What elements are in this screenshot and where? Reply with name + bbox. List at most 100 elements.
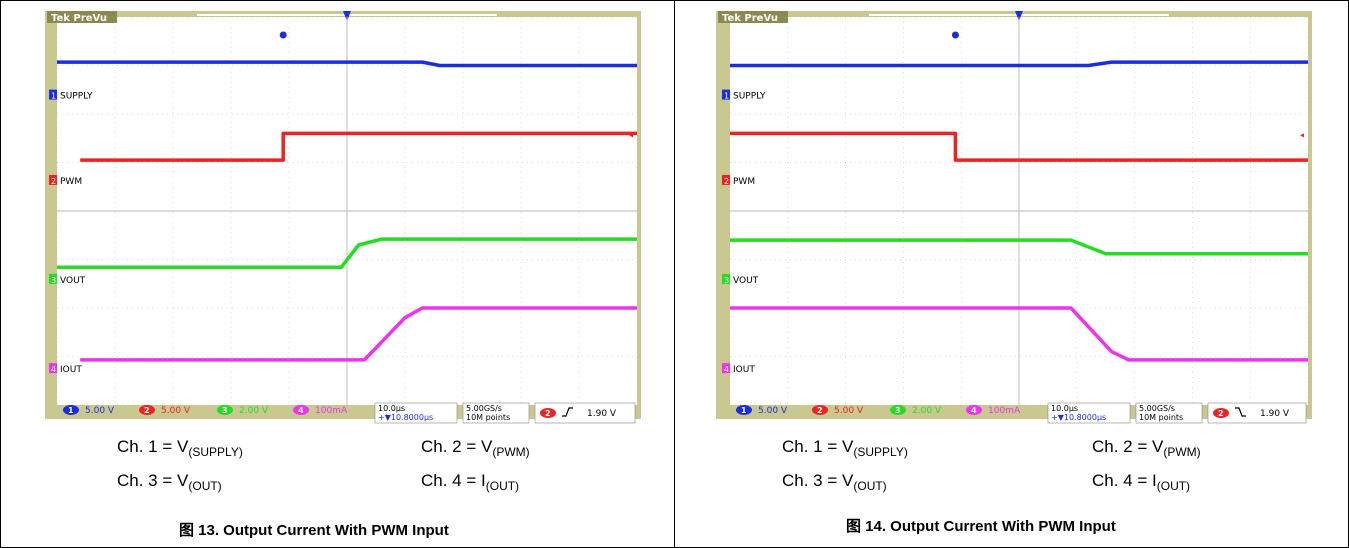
channel-3-readout-icon xyxy=(217,405,233,415)
channel-number: 2 xyxy=(817,406,823,415)
channel-marker-3-icon xyxy=(722,273,730,284)
trigger-source-icon xyxy=(540,408,556,418)
channel-marker-1-icon xyxy=(49,89,57,100)
channel-4-readout-icon xyxy=(293,405,309,415)
figure-title: 图 14. Output Current With PWM Input xyxy=(846,518,1116,535)
channel-marker-1-icon xyxy=(722,89,730,100)
channel-marker-number: 4 xyxy=(51,365,56,374)
trace-pwm xyxy=(80,131,637,162)
delay-marker-icon xyxy=(279,31,287,39)
record-length-readout: 10M points xyxy=(1139,413,1183,422)
channel-marker-2-icon xyxy=(49,174,57,185)
delay-marker-icon xyxy=(951,31,959,39)
channel-label-iout: IOUT xyxy=(60,365,82,375)
channel-4-scale: 100mA xyxy=(315,406,348,416)
caption-ch2: Ch. 2 = V(PWM) xyxy=(1092,437,1201,459)
timebase-readout: 10.0µs xyxy=(1051,404,1078,413)
trigger-slope-icon xyxy=(1235,407,1246,417)
scope-header-label: Tek PreVu xyxy=(722,13,778,24)
caption-ch3: Ch. 3 = V(OUT) xyxy=(782,471,887,493)
horizontal-offset-readout: +▼10.8000µs xyxy=(1051,413,1106,422)
trigger-source-number: 2 xyxy=(545,409,551,418)
channel-number: 2 xyxy=(144,406,150,415)
timebase-readout: 10.0µs xyxy=(378,404,405,413)
caption-ch4: Ch. 4 = I(OUT) xyxy=(1092,471,1191,493)
channel-number: 3 xyxy=(895,406,901,415)
caption-ch3: Ch. 3 = V(OUT) xyxy=(117,471,222,493)
trace-iout xyxy=(730,306,1308,362)
channel-1-readout-icon xyxy=(63,405,79,415)
channel-marker-number: 3 xyxy=(51,276,56,285)
channel-2-readout-icon xyxy=(812,405,828,415)
channel-4-scale: 100mA xyxy=(988,406,1021,416)
trigger-source-number: 2 xyxy=(1218,409,1224,418)
sample-rate-readout: 5.00GS/s xyxy=(1139,404,1175,413)
channel-label-pwm: PWM xyxy=(60,177,82,187)
channel-2-readout-icon xyxy=(139,405,155,415)
channel-marker-4-icon xyxy=(722,363,730,374)
horizontal-offset-readout: +▼10.8000µs xyxy=(378,413,433,422)
channel-2-scale: 5.00 V xyxy=(161,406,191,416)
trigger-level-icon: ◂ xyxy=(1300,130,1304,139)
trace-pwm xyxy=(730,131,1308,162)
channel-label-vout: VOUT xyxy=(60,276,86,286)
channel-number: 1 xyxy=(741,406,747,415)
scope-header-label: Tek PreVu xyxy=(51,13,107,24)
trigger-position-icon xyxy=(1015,11,1023,21)
oscilloscope-plot-fig14: Tek PreVu 1 SUPPLY 2 PWM 3 VOUT 4 IOUT ◂ 1 5.00 V 2 5… xyxy=(716,11,1312,424)
channel-number: 1 xyxy=(68,406,74,415)
trace-supply xyxy=(57,60,637,68)
trigger-level-readout: 1.90 V xyxy=(587,409,617,419)
scope-header-bg xyxy=(718,11,788,23)
figure-title: 图 13. Output Current With PWM Input xyxy=(179,522,449,539)
caption-ch1: Ch. 1 = V(SUPPLY) xyxy=(117,437,243,459)
trace-vout xyxy=(57,237,637,270)
record-length-readout: 10M points xyxy=(466,413,510,422)
trigger-level-readout: 1.90 V xyxy=(1260,409,1290,419)
trace-supply xyxy=(730,60,1308,68)
trigger-box xyxy=(1207,402,1307,424)
channel-label-iout: IOUT xyxy=(733,365,755,375)
channel-3-readout-icon xyxy=(890,405,906,415)
timebase-box xyxy=(1047,402,1131,424)
channel-3-scale: 2.00 V xyxy=(239,406,269,416)
channel-marker-number: 2 xyxy=(724,177,729,186)
caption-ch4: Ch. 4 = I(OUT) xyxy=(421,471,520,493)
channel-label-supply: SUPPLY xyxy=(733,92,766,102)
channel-1-scale: 5.00 V xyxy=(85,406,115,416)
channel-number: 4 xyxy=(971,406,977,415)
channel-marker-number: 1 xyxy=(51,92,56,101)
channel-1-scale: 5.00 V xyxy=(758,406,788,416)
channel-4-readout-icon xyxy=(966,405,982,415)
oscilloscope-plot-fig13: Tek PreVu 1 SUPPLY 2 PWM 3 VOUT 4 IOUT ◂ 1 5.00 V 2 5… xyxy=(45,11,641,424)
acquisition-box xyxy=(462,402,530,424)
channel-marker-2-icon xyxy=(722,174,730,185)
channel-number: 3 xyxy=(222,406,228,415)
trigger-source-icon xyxy=(1213,408,1229,418)
channel-label-supply: SUPPLY xyxy=(60,92,93,102)
trigger-position-icon xyxy=(343,11,351,21)
channel-marker-number: 4 xyxy=(724,365,729,374)
trace-vout xyxy=(730,238,1308,256)
trigger-box xyxy=(534,402,636,424)
trigger-level-icon: ◂ xyxy=(629,130,633,139)
channel-3-scale: 2.00 V xyxy=(912,406,942,416)
acquisition-box xyxy=(1135,402,1203,424)
channel-marker-number: 1 xyxy=(724,92,729,101)
channel-1-readout-icon xyxy=(736,405,752,415)
channel-marker-number: 3 xyxy=(724,276,729,285)
trace-iout xyxy=(80,306,637,362)
timebase-box xyxy=(374,402,458,424)
channel-marker-number: 2 xyxy=(51,177,56,186)
figure-14-panel: Tek PreVu 1 SUPPLY 2 PWM 3 VOUT 4 IOUT ◂ 1 5.00 V 2 5… xyxy=(674,0,1349,548)
channel-marker-3-icon xyxy=(49,273,57,284)
channel-2-scale: 5.00 V xyxy=(834,406,864,416)
channel-number: 4 xyxy=(298,406,304,415)
caption-ch2: Ch. 2 = V(PWM) xyxy=(421,437,530,459)
figure-13-panel: Tek PreVu 1 SUPPLY 2 PWM 3 VOUT 4 IOUT ◂ 1 5.00 V 2 5… xyxy=(0,0,675,548)
trigger-slope-icon xyxy=(562,407,573,417)
channel-label-pwm: PWM xyxy=(733,177,755,187)
caption-ch1: Ch. 1 = V(SUPPLY) xyxy=(782,437,908,459)
channel-marker-4-icon xyxy=(49,363,57,374)
sample-rate-readout: 5.00GS/s xyxy=(466,404,502,413)
